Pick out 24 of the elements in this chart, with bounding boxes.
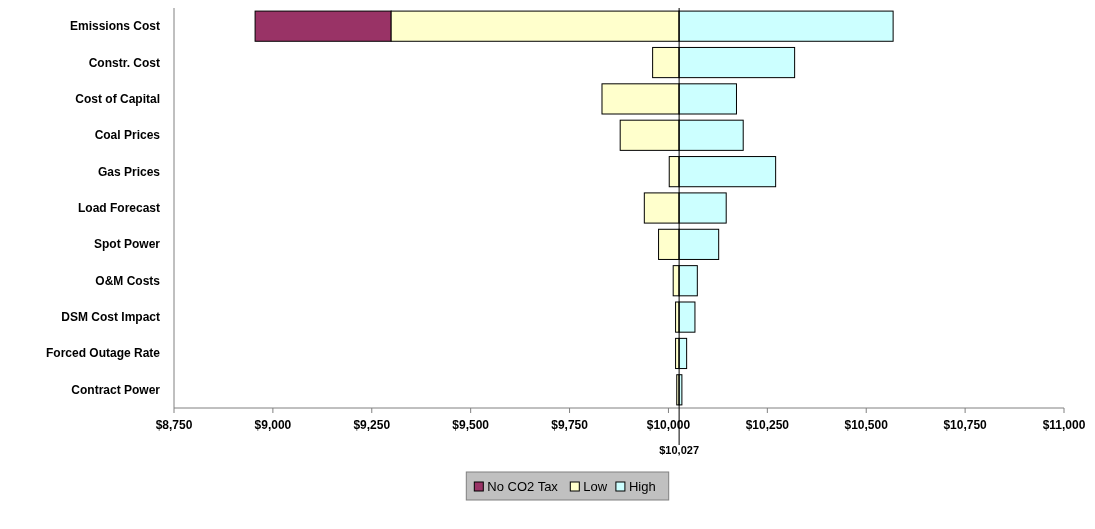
y-tick-label: Gas Prices: [97, 164, 161, 179]
legend-label: No CO2 Tax: [487, 479, 559, 494]
y-tick-label: Contract Power: [71, 382, 161, 397]
x-tick-label: $9,250: [353, 418, 391, 432]
x-tick-label: $9,750: [551, 418, 589, 432]
ref-line-label: $10,027: [659, 444, 700, 456]
x-tick-label: $9,000: [254, 418, 292, 432]
y-tick-label: Forced Outage Rate: [45, 346, 161, 361]
x-tick-label: $10,500: [844, 418, 889, 432]
y-tick-label: Load Forecast: [77, 201, 160, 215]
y-tick-label: Spot Power: [93, 237, 161, 252]
y-tick-label: Coal Prices: [94, 128, 161, 143]
y-tick-label: DSM Cost Impact: [61, 310, 160, 325]
y-tick-label: Constr. Cost: [88, 55, 160, 70]
x-tick-label: $10,250: [745, 418, 790, 432]
y-tick-label: O&M Costs: [95, 273, 161, 288]
y-tick-label: Emissions Cost: [69, 19, 160, 34]
legend-label: High: [628, 479, 656, 494]
x-tick-label: $9,500: [452, 418, 490, 432]
legend-label: Low: [583, 479, 608, 494]
x-tick-label: $10,750: [943, 418, 988, 432]
x-tick-label: $11,000: [1042, 418, 1086, 432]
x-tick-label: $8,750: [155, 418, 193, 432]
y-tick-label: Cost of Capital: [75, 91, 160, 106]
